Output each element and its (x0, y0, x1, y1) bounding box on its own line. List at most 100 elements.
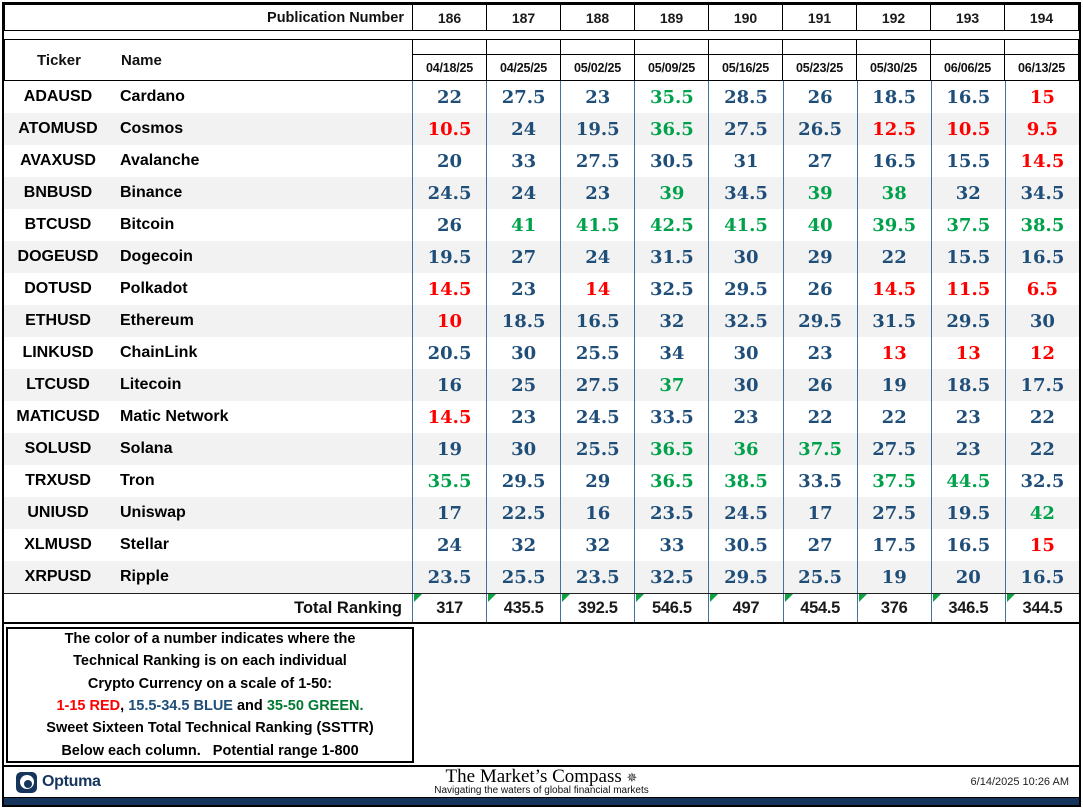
total-cell: 454.5 (782, 594, 857, 622)
ranking-value-cell: 22 (412, 81, 486, 113)
total-cell: 346.5 (930, 594, 1005, 622)
comment-triangle-icon (784, 594, 793, 602)
ranking-value-cell: 23 (486, 401, 560, 433)
ranking-value-cell: 22 (856, 241, 931, 273)
ranking-value-cell: 36.5 (634, 465, 708, 497)
ranking-value-cell: 6.5 (1004, 273, 1079, 305)
ranking-value-cell: 23 (708, 401, 782, 433)
ticker-cell: BNBUSD (23, 184, 93, 201)
table-row: ETHUSD Ethereum 10 18.5 16.5 32 32.5 29.5 31.5 29… (4, 305, 1079, 337)
ticker-cell: AVAXUSD (20, 152, 96, 169)
date-header-row: 04/18/25 04/25/25 05/02/25 05/09/25 05/16/25… (412, 54, 1079, 81)
header-empty-cell (856, 39, 930, 54)
report-timestamp: 6/14/2025 10:26 AM (970, 776, 1069, 788)
legend-line-6: Below each column. Potential range 1-800 (61, 742, 359, 759)
ranking-value-cell: 16 (412, 369, 486, 401)
ranking-value-cell: 30.5 (634, 145, 708, 177)
publication-number-cell: 187 (486, 4, 560, 31)
total-ranking-cells: 317 435.5 392.5 546.5 497 454.5 376 346.5 344.5 (412, 594, 1079, 622)
name-cell: Stellar (120, 536, 169, 553)
ranking-value-cell: 37.5 (782, 433, 857, 465)
ranking-value-cell: 26 (782, 81, 857, 113)
ranking-value-cell: 33.5 (782, 465, 857, 497)
name-cell: Ripple (120, 568, 169, 585)
ranking-value-cell: 16.5 (1004, 241, 1079, 273)
ranking-value-cell: 30 (708, 241, 782, 273)
ranking-value-cell: 25.5 (486, 561, 560, 593)
legend-line-2: Technical Ranking is on each individual (73, 653, 347, 670)
ranking-value-cell: 27.5 (856, 433, 931, 465)
header-empty-cell (930, 39, 1004, 54)
ranking-value-cell: 32.5 (634, 273, 708, 305)
ranking-value-cell: 38.5 (1004, 209, 1079, 241)
total-value: 317 (436, 598, 463, 617)
ranking-value-cell: 19.5 (560, 113, 634, 145)
total-cell: 435.5 (486, 594, 560, 622)
ranking-value-cell: 17 (412, 497, 486, 529)
name-cell: Dogecoin (120, 248, 193, 265)
masthead-tagline: Navigating the waters of global financia… (434, 785, 649, 796)
total-ranking-label: Total Ranking (294, 598, 402, 617)
name-cell: Bitcoin (120, 216, 175, 233)
date-cell: 04/25/25 (486, 54, 560, 81)
legend-box: The color of a number indicates where th… (6, 627, 414, 763)
legend-separator: and (232, 698, 267, 714)
date-header-block: 04/18/25 04/25/25 05/02/25 05/09/25 05/16/25… (412, 39, 1079, 81)
masthead-text: The Market’s Compass (445, 766, 622, 787)
name-cell: Litecoin (120, 376, 182, 393)
total-value: 346.5 (948, 598, 989, 617)
ranking-value-cell: 14.5 (412, 401, 486, 433)
ranking-value-cell: 39.5 (856, 209, 931, 241)
ticker-cell: MATICUSD (16, 408, 100, 425)
name-cell: Tron (120, 472, 155, 489)
ranking-value-cell: 35.5 (412, 465, 486, 497)
ranking-value-cell: 23 (782, 337, 857, 369)
ranking-value-cell: 23 (560, 177, 634, 209)
legend-red-range: 1-15 RED (56, 698, 121, 714)
name-cell: Solana (120, 440, 173, 457)
comment-triangle-icon (710, 594, 719, 602)
ranking-value-cell: 41 (486, 209, 560, 241)
comment-triangle-icon (932, 594, 941, 602)
ranking-value-cell: 25.5 (560, 337, 634, 369)
total-cell: 376 (856, 594, 931, 622)
ranking-value-cell: 17.5 (1004, 369, 1079, 401)
publication-number-cell: 193 (930, 4, 1004, 31)
optuma-brand-name: Optuma (42, 773, 101, 790)
name-cell: Matic Network (120, 408, 229, 425)
ranking-value-cell: 31.5 (856, 305, 931, 337)
table-row: BNBUSD Binance 24.5 24 23 39 34.5 39 38 32 34.5 (4, 177, 1079, 209)
name-cell: ChainLink (120, 344, 198, 361)
ranking-value-cell: 22 (1004, 433, 1079, 465)
ranking-value-cell: 28.5 (708, 81, 782, 113)
ranking-value-cell: 39 (782, 177, 857, 209)
ranking-value-cell: 37 (634, 369, 708, 401)
ranking-value-cell: 29 (782, 241, 857, 273)
ranking-value-cell: 30 (486, 433, 560, 465)
ranking-value-cell: 36 (708, 433, 782, 465)
ranking-value-cell: 20 (412, 145, 486, 177)
ranking-value-cell: 25.5 (560, 433, 634, 465)
ticker-cell: LTCUSD (26, 376, 90, 393)
ranking-value-cell: 32.5 (708, 305, 782, 337)
masthead-title: The Market’s Compass ✵ (4, 766, 1079, 787)
comment-triangle-icon (562, 594, 571, 602)
ranking-value-cell: 18.5 (856, 81, 931, 113)
ranking-value-cell: 30 (708, 369, 782, 401)
ranking-value-cell: 23 (486, 273, 560, 305)
ranking-value-cell: 16.5 (856, 145, 931, 177)
ranking-value-cell: 38 (856, 177, 931, 209)
name-column-header: Name (121, 51, 162, 69)
ranking-value-cell: 29.5 (782, 305, 857, 337)
publication-number-cell: 188 (560, 4, 634, 31)
ranking-value-cell: 34.5 (1004, 177, 1079, 209)
header-empty-cell (782, 39, 856, 54)
ranking-value-cell: 11.5 (930, 273, 1005, 305)
table-row: ATOMUSD Cosmos 10.5 24 19.5 36.5 27.5 26.5 12.5 1… (4, 113, 1079, 145)
total-value: 392.5 (577, 598, 618, 617)
table-row: XRPUSD Ripple 23.5 25.5 23.5 32.5 29.5 25.5 19 20… (4, 561, 1079, 593)
ranking-value-cell: 29.5 (486, 465, 560, 497)
ranking-value-cell: 15 (1004, 81, 1079, 113)
ranking-value-cell: 29.5 (930, 305, 1005, 337)
ranking-value-cell: 39 (634, 177, 708, 209)
